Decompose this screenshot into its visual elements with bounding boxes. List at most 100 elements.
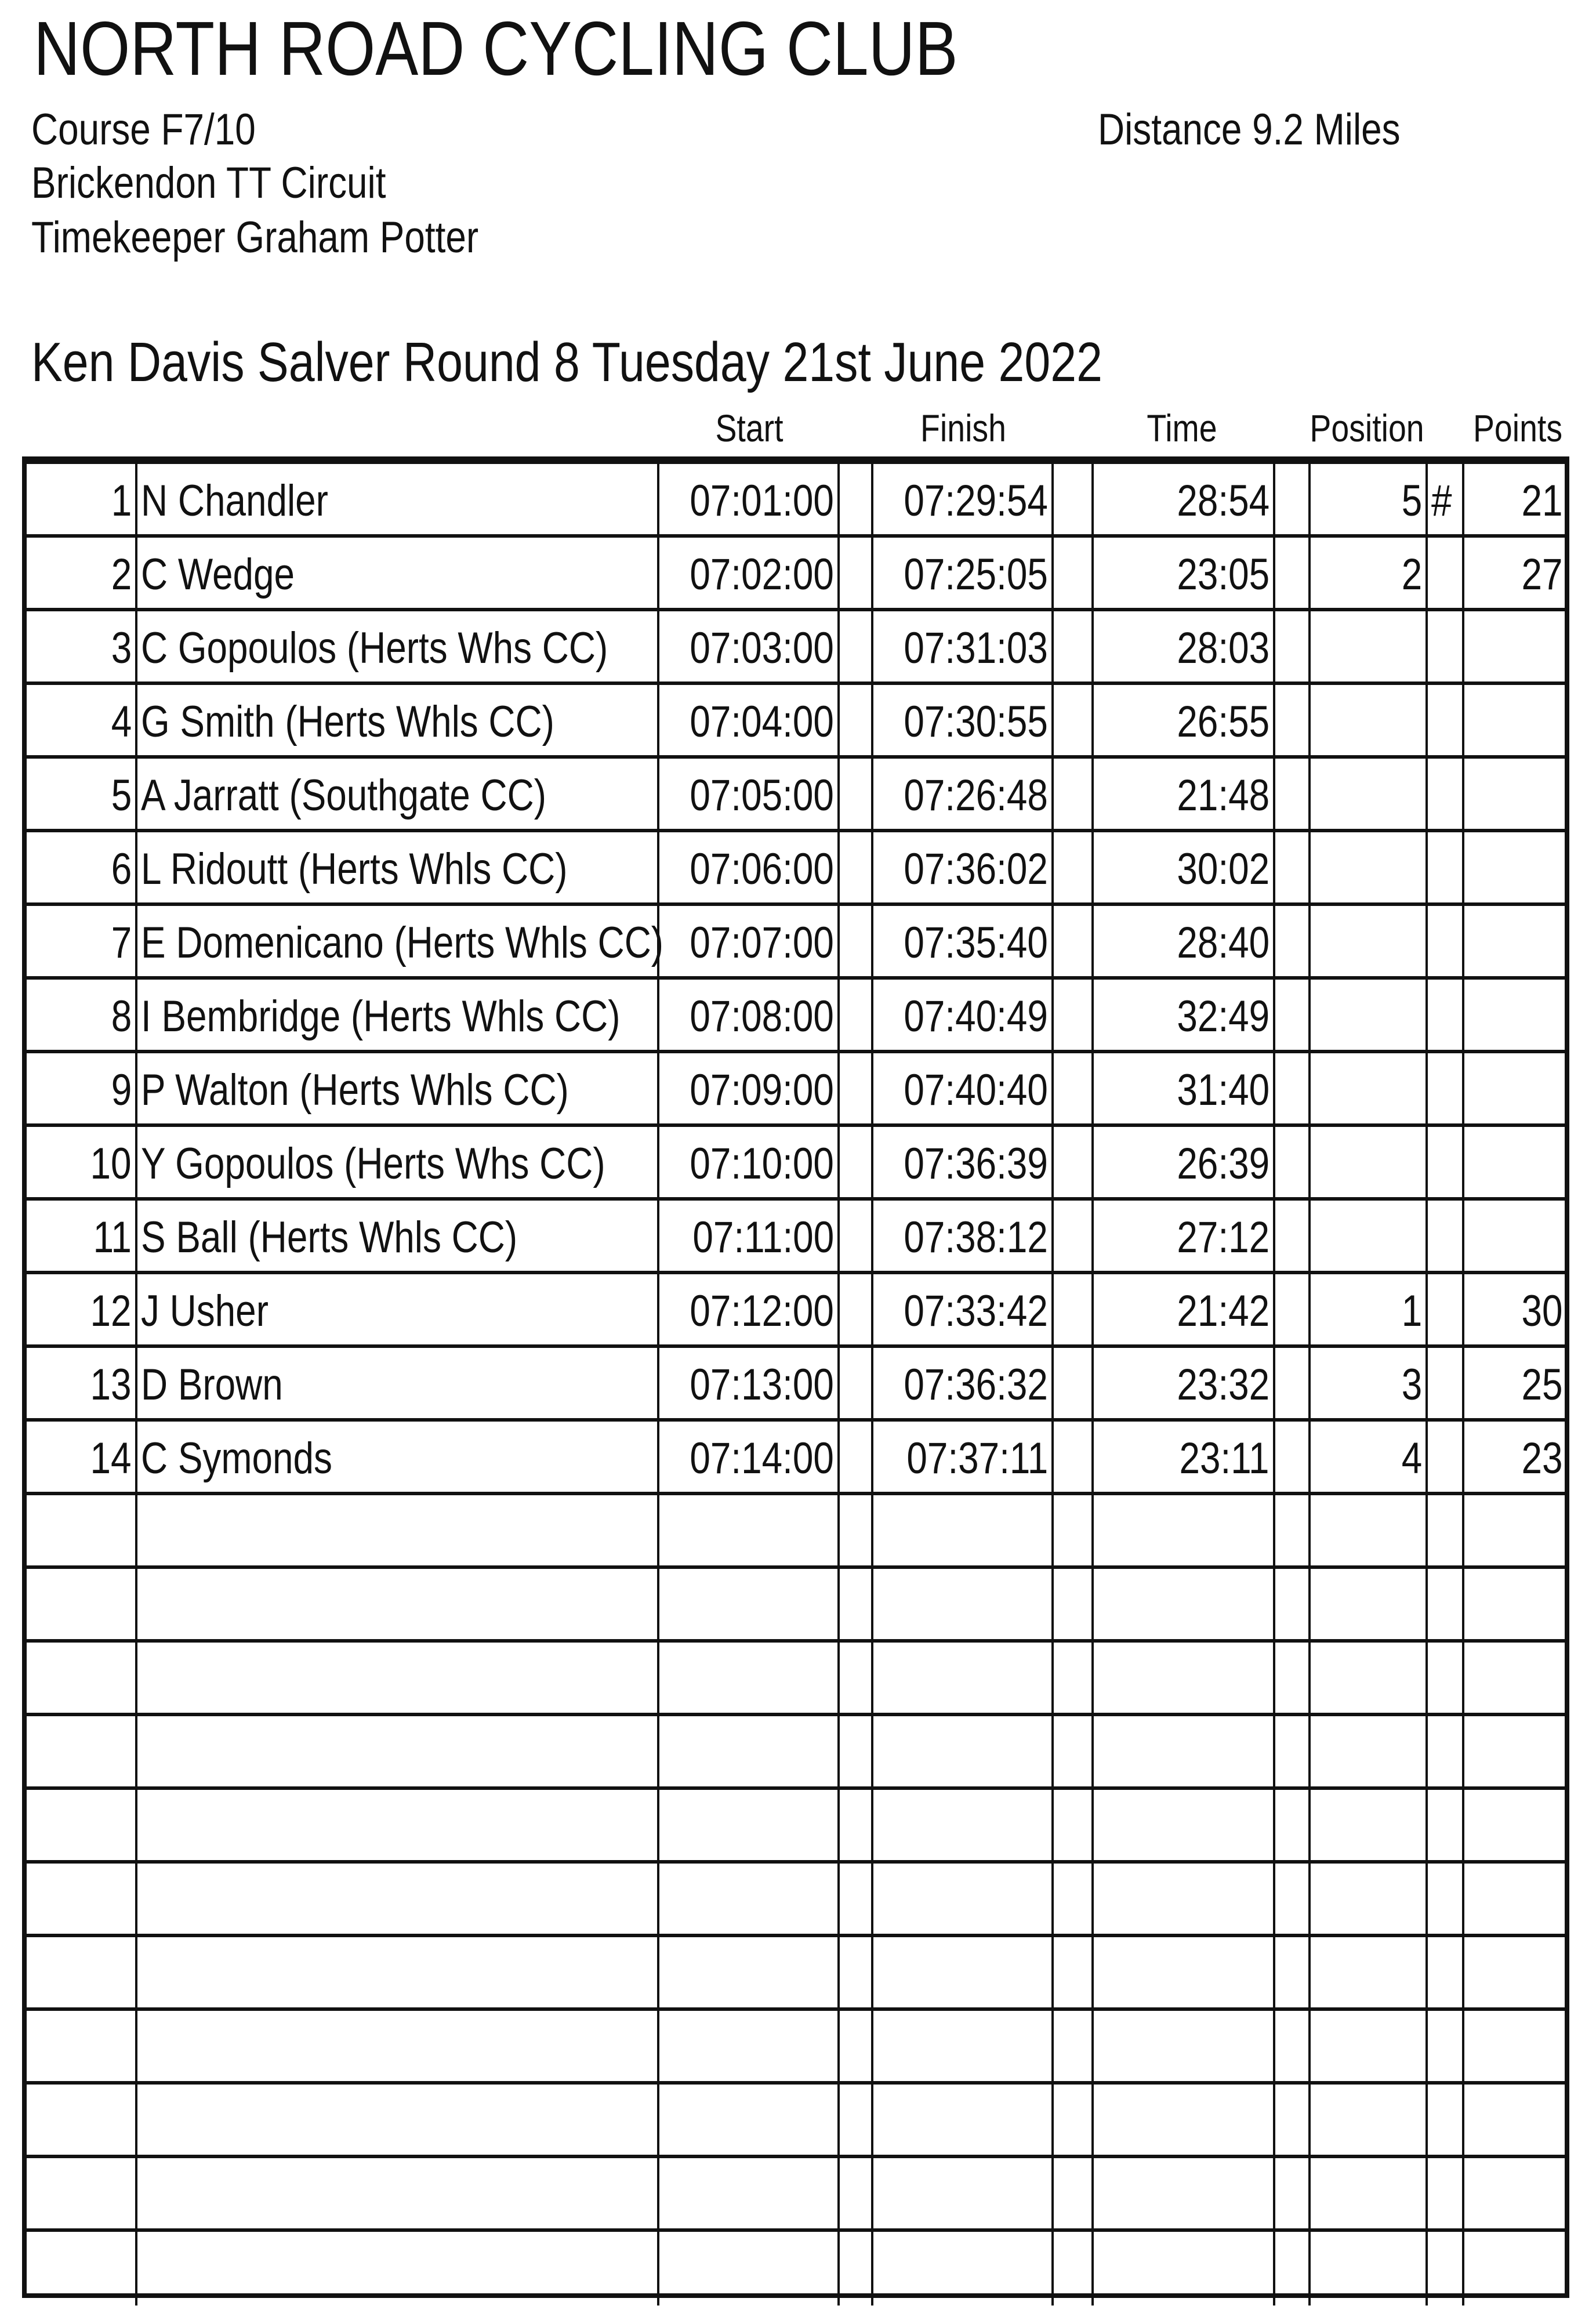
start-time-cell: 07:05:00	[659, 759, 840, 829]
rider-number: 8	[111, 992, 132, 1041]
rider-name-cell: C Wedge	[137, 538, 659, 608]
position-mark-cell	[1428, 611, 1464, 682]
start-time-cell: 07:07:00	[659, 906, 840, 976]
rider-number-cell	[27, 1716, 137, 1786]
empty-table-row	[27, 2158, 1565, 2232]
finish-time-cell	[873, 1790, 1054, 1860]
rider-number: 1	[111, 476, 132, 525]
race-title: Ken Davis Salver Round 8 Tuesday 21st Ju…	[31, 331, 1102, 393]
elapsed-time-cell	[1094, 1790, 1275, 1860]
points-cell	[1464, 1790, 1566, 1860]
rider-name-cell	[137, 1790, 659, 1860]
spacer-cell	[840, 464, 873, 534]
points-cell: 23	[1464, 1422, 1566, 1492]
start-time: 07:14:00	[690, 1434, 834, 1483]
circuit-label: Brickendon TT Circuit	[31, 158, 386, 208]
position-mark-cell	[1428, 1127, 1464, 1197]
spacer-cell	[840, 2011, 873, 2081]
spacer-cell	[1275, 1864, 1311, 1934]
points: 21	[1521, 476, 1563, 525]
spacer-cell	[1275, 685, 1311, 755]
position-cell	[1311, 2232, 1428, 2306]
elapsed-time-cell: 27:12	[1094, 1201, 1275, 1271]
rider-name-cell: J Usher	[137, 1274, 659, 1344]
start-time-cell	[659, 2085, 840, 2155]
points-cell	[1464, 759, 1566, 829]
rider-number-cell: 5	[27, 759, 137, 829]
elapsed-time-cell: 28:54	[1094, 464, 1275, 534]
spacer-cell	[840, 1569, 873, 1639]
rider-name-cell: C Symonds	[137, 1422, 659, 1492]
finish-time-cell: 07:35:40	[873, 906, 1054, 976]
points-cell	[1464, 906, 1566, 976]
start-time-cell	[659, 1864, 840, 1934]
spacer-cell	[1054, 1790, 1094, 1860]
position-mark-cell	[1428, 538, 1464, 608]
start-time-cell: 07:09:00	[659, 1053, 840, 1123]
spacer-cell	[1054, 2011, 1094, 2081]
position-mark-cell	[1428, 1937, 1464, 2007]
start-time: 07:11:00	[692, 1213, 834, 1262]
position-mark-cell	[1428, 832, 1464, 902]
spacer-cell	[1054, 832, 1094, 902]
rider-number-cell: 9	[27, 1053, 137, 1123]
spacer-cell	[840, 1643, 873, 1713]
spacer-cell	[1054, 2232, 1094, 2306]
rider-number-cell: 11	[27, 1201, 137, 1271]
position-cell	[1311, 1053, 1428, 1123]
points-cell	[1464, 1569, 1566, 1639]
points-cell	[1464, 2011, 1566, 2081]
finish-time-cell	[873, 1864, 1054, 1934]
rider-name: L Ridoutt (Herts Whls CC)	[141, 844, 568, 894]
start-time: 07:13:00	[690, 1360, 834, 1409]
rider-name-cell: Y Gopoulos (Herts Whs CC)	[137, 1127, 659, 1197]
start-time-cell: 07:08:00	[659, 980, 840, 1050]
rider-name: P Walton (Herts Whls CC)	[141, 1065, 569, 1115]
elapsed-time-cell: 26:55	[1094, 685, 1275, 755]
position-cell	[1311, 906, 1428, 976]
points-cell: 25	[1464, 1348, 1566, 1418]
spacer-cell	[1275, 611, 1311, 682]
rider-name-cell	[137, 1569, 659, 1639]
rider-number-cell	[27, 1790, 137, 1860]
position-mark-cell	[1428, 1495, 1464, 1565]
rider-name: J Usher	[141, 1286, 269, 1336]
elapsed-time-cell	[1094, 2011, 1275, 2081]
rider-number-cell: 8	[27, 980, 137, 1050]
start-time-cell	[659, 1643, 840, 1713]
spacer-cell	[840, 1053, 873, 1123]
spacer-cell	[1054, 1716, 1094, 1786]
spacer-cell	[1275, 1274, 1311, 1344]
points-cell	[1464, 1864, 1566, 1934]
finish-time: 07:31:03	[904, 624, 1048, 673]
rider-number: 4	[111, 697, 132, 746]
elapsed-time: 30:02	[1177, 844, 1269, 894]
points-cell	[1464, 2085, 1566, 2155]
rider-name-cell: C Gopoulos (Herts Whs CC)	[137, 611, 659, 682]
position-mark-cell	[1428, 1790, 1464, 1860]
rider-name: E Domenicano (Herts Whls CC)	[141, 918, 664, 967]
rider-number: 6	[111, 844, 132, 894]
spacer-cell	[840, 1937, 873, 2007]
position: 4	[1401, 1434, 1422, 1483]
position-mark-cell	[1428, 1716, 1464, 1786]
column-header-time: Time	[1147, 407, 1217, 449]
rider-number-cell: 14	[27, 1422, 137, 1492]
spacer-cell	[840, 832, 873, 902]
position-mark-cell	[1428, 2085, 1464, 2155]
points-cell	[1464, 611, 1566, 682]
position-mark-cell	[1428, 1201, 1464, 1271]
column-header-start: Start	[715, 407, 784, 449]
spacer-cell	[840, 685, 873, 755]
spacer-cell	[1054, 1495, 1094, 1565]
spacer-cell	[1275, 2158, 1311, 2228]
spacer-cell	[1275, 1495, 1311, 1565]
start-time: 07:02:00	[690, 550, 834, 599]
rider-number-cell	[27, 2158, 137, 2228]
rider-number-cell	[27, 2232, 137, 2306]
table-row: 13 D Brown 07:13:00 07:36:32 23:32 3 25	[27, 1348, 1565, 1422]
points-cell	[1464, 1643, 1566, 1713]
finish-time-cell: 07:38:12	[873, 1201, 1054, 1271]
